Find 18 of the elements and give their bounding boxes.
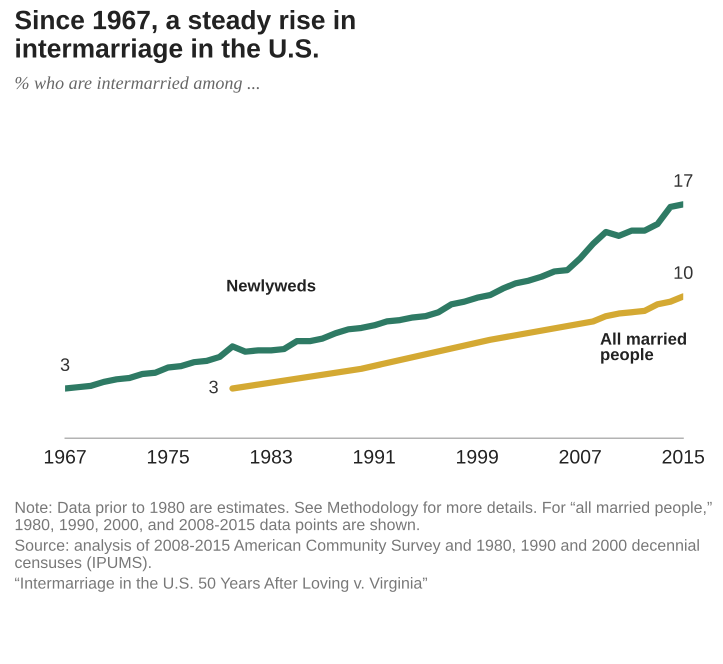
x-tick-label: 1991	[354, 450, 395, 464]
data-label: 3	[60, 358, 70, 372]
series-label: All married people	[600, 332, 686, 364]
text: Note: Data prior to 1980 are estimates. See Methodology for more details. For “all married people,” 1980, 1990, 2000, and 2008-2015 data points are shown.	[16, 501, 712, 534]
x-tick-label: 1999	[457, 450, 498, 464]
x-tick-label: 2007	[560, 450, 601, 464]
chart-title: Since 1967, a steady rise in intermarriage in the U.S.	[15, 10, 355, 64]
x-tick-label: 1975	[148, 450, 189, 464]
data-label: 17	[674, 174, 692, 187]
text: Newlyweds	[227, 279, 316, 295]
x-tick-label: 1967	[44, 450, 86, 464]
x-tick-label: 2015	[662, 450, 704, 464]
chart-subtitle: % who are intermarried among ...	[15, 76, 259, 93]
text: “Intermarriage in the U.S. 50 Years After Loving v. Virginia”	[15, 577, 428, 592]
source-note: Source: analysis of 2008-2015 American Community Survey and 1980, 1990 and 2000 decennial censuses (IPUMS).	[15, 539, 699, 572]
data-label: 3	[209, 380, 218, 394]
x-tick-label: 1983	[250, 450, 292, 464]
data-label: 10	[674, 266, 693, 279]
